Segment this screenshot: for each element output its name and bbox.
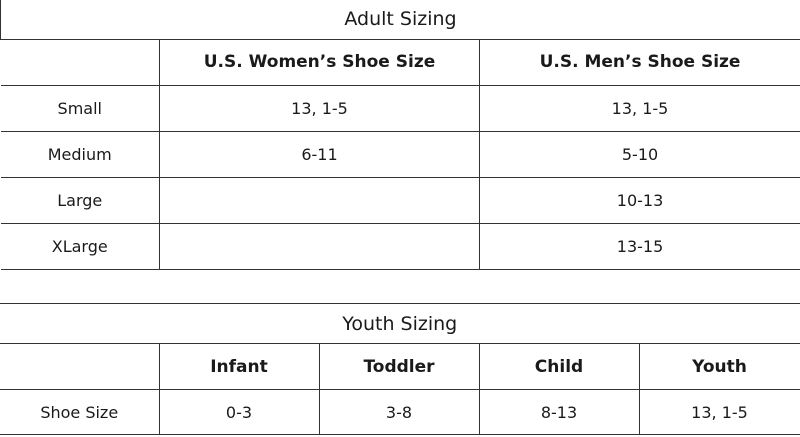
- adult-header-empty: [0, 38, 160, 86]
- size-label: Large: [0, 176, 160, 224]
- youth-header-infant: Infant: [158, 343, 320, 390]
- women-size: [159, 222, 480, 270]
- adult-sizing-table: Adult Sizing U.S. Women’s Shoe Size U.S.…: [0, 0, 800, 270]
- child-size: 8-13: [478, 389, 640, 435]
- youth-header-empty: [0, 343, 160, 390]
- size-label: Medium: [0, 130, 160, 178]
- women-size: 13, 1-5: [159, 84, 480, 132]
- adult-header-women: U.S. Women’s Shoe Size: [159, 38, 480, 86]
- adult-sizing-title: Adult Sizing: [0, 0, 800, 40]
- women-size: 6-11: [159, 130, 480, 178]
- table-row: XLarge 13-15: [0, 222, 800, 270]
- shoe-size-label: Shoe Size: [0, 389, 160, 435]
- table-row: Shoe Size 0-3 3-8 8-13 13, 1-5: [0, 389, 800, 435]
- table-row: Large 10-13: [0, 176, 800, 224]
- youth-size: 13, 1-5: [638, 389, 800, 435]
- table-row: Small 13, 1-5 13, 1-5: [0, 84, 800, 132]
- men-size: 13, 1-5: [478, 84, 800, 132]
- size-label: Small: [0, 84, 160, 132]
- youth-sizing-table: Youth Sizing Infant Toddler Child Youth …: [0, 303, 800, 435]
- women-size: [159, 176, 480, 224]
- infant-size: 0-3: [158, 389, 320, 435]
- men-size: 10-13: [478, 176, 800, 224]
- table-row: Medium 6-11 5-10: [0, 130, 800, 178]
- youth-sizing-title: Youth Sizing: [0, 303, 800, 344]
- youth-header-youth: Youth: [638, 343, 800, 390]
- youth-header-toddler: Toddler: [318, 343, 480, 390]
- adult-header-men: U.S. Men’s Shoe Size: [478, 38, 800, 86]
- size-label: XLarge: [0, 222, 160, 270]
- men-size: 5-10: [478, 130, 800, 178]
- toddler-size: 3-8: [318, 389, 480, 435]
- youth-header-child: Child: [478, 343, 640, 390]
- men-size: 13-15: [478, 222, 800, 270]
